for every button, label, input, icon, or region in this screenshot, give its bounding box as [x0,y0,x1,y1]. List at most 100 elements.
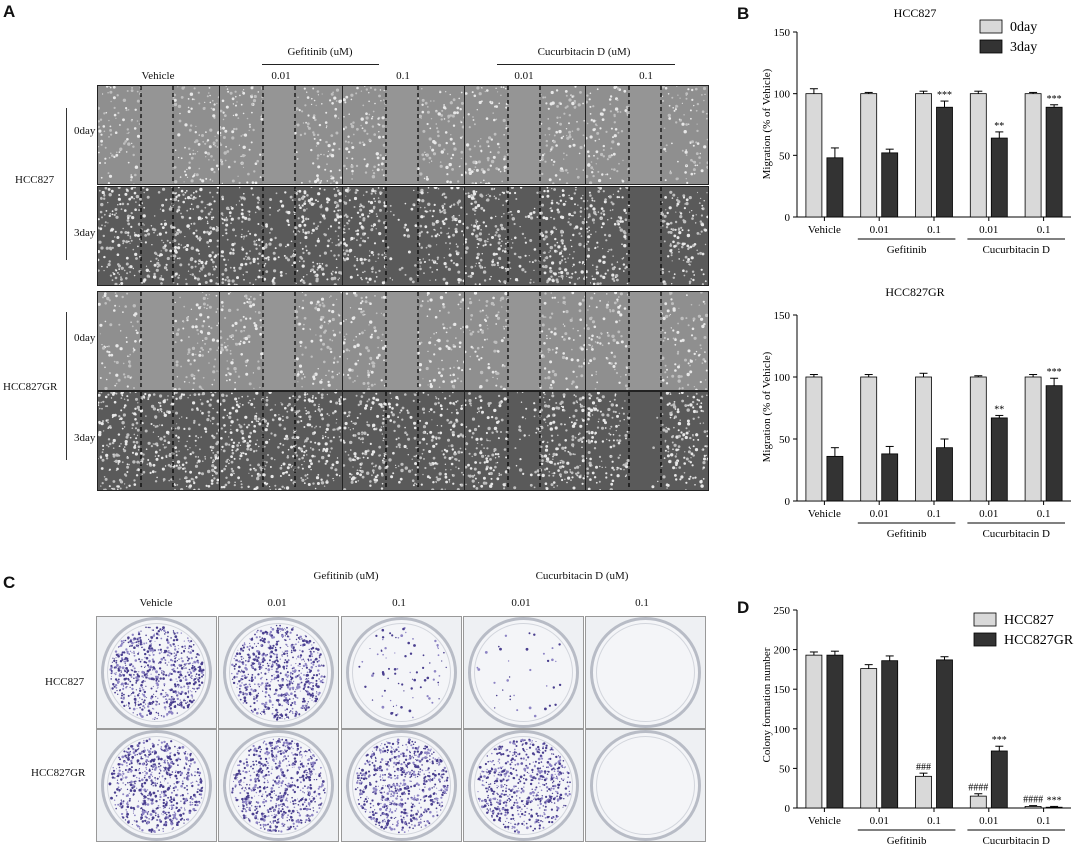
col-label-cuc-001-c: 0.01 [511,597,531,609]
x-tick-label: 0.1 [1037,815,1051,827]
row-label-3day-2: 3day [74,432,96,444]
bar [826,654,844,809]
dish-rim [346,730,457,841]
wound-texture [465,292,587,390]
significance-label: ** [994,121,1004,132]
dish-rim [468,730,579,841]
wound-image [342,291,466,391]
cucurbitacin-group-label: Cucurbitacin D (uM) [537,46,631,58]
wound-texture [586,392,708,490]
wound-texture [220,292,342,390]
y-tick-label: 0 [785,496,791,508]
x-tick-label: 0.01 [979,508,998,520]
row-bracket-hcc827gr [66,312,67,460]
y-tick-label: 50 [779,150,791,162]
cucurbitacin-group-line [497,64,675,65]
x-tick-label: 0.01 [979,815,998,827]
gefitinib-group-line [262,64,379,65]
bar [936,106,953,218]
colony-dish-image [585,729,706,842]
wound-image [219,186,343,286]
y-tick-label: 50 [779,763,791,775]
colony-dish-image [96,616,217,729]
bar [860,376,878,502]
colony-dish-image [96,729,217,842]
bar [881,453,899,502]
dish-inner-rim [352,623,451,722]
col-label-cuc-01: 0.1 [639,70,653,82]
legend-label: 0day [1010,20,1037,35]
wound-image [342,85,466,185]
wound-texture [586,86,708,184]
group-label: Cucurbitacin D [982,528,1050,540]
y-tick-label: 0 [785,212,791,224]
y-tick-label: 50 [779,434,791,446]
dish-drawing [590,617,701,728]
dish-inner-rim [352,736,451,835]
group-label: Cucurbitacin D [982,835,1050,846]
y-tick-label: 100 [774,89,791,101]
wound-texture [465,392,587,490]
wound-image [464,391,588,491]
bar [881,660,899,809]
bar [969,376,987,502]
bar [805,376,823,502]
dish-drawing [468,617,579,728]
migration-chart-hcc827gr: HCC827GR Migration (% of Vehicle) 0 50 100… [761,285,1071,540]
dish-inner-rim [107,736,206,835]
colony-dish-image [463,729,584,842]
legend-swatch [979,39,1003,54]
wound-image [585,85,709,185]
col-label-cuc-001: 0.01 [514,70,534,82]
wound-image [585,391,709,491]
wound-texture [220,187,342,285]
significance-label: *** [937,90,952,101]
migration-chart-hcc827: HCC827 Migration (% of Vehicle) 0 50 100 15… [761,6,1071,256]
panel-letter-a: A [3,2,16,21]
wound-image [464,291,588,391]
dish-drawing [223,730,334,841]
wound-texture [343,187,465,285]
panel-letter-c: C [3,573,16,592]
wound-texture [465,86,587,184]
wound-texture [220,86,342,184]
y-axis-label: Colony formation number [761,647,773,762]
bar [1024,93,1042,218]
x-tick-label: Vehicle [808,224,841,236]
x-tick-label: 0.01 [979,224,998,236]
wound-image [464,186,588,286]
significance-label: *** [1047,795,1062,806]
colony-dish-image [341,729,462,842]
x-tick-label: 0.1 [1037,224,1051,236]
legend-swatch [973,632,997,647]
wound-texture [98,86,220,184]
dish-drawing [590,730,701,841]
y-tick-label: 150 [774,310,791,322]
wound-image [97,391,221,491]
dish-rim [590,730,701,841]
bar [936,659,953,809]
col-label-cuc-01-c: 0.1 [635,597,649,609]
x-tick-label: 0.01 [870,815,889,827]
y-tick-label: 250 [774,605,791,617]
wound-image [219,85,343,185]
legend-label: HCC827GR [1004,633,1074,648]
row-label-hcc827: HCC827 [15,174,55,186]
group-label: Cucurbitacin D [982,244,1050,256]
wound-image [464,85,588,185]
x-tick-label: 0.01 [870,224,889,236]
gefitinib-group-label: Gefitinib (uM) [287,46,353,58]
dish-drawing [468,730,579,841]
bar [826,157,844,218]
wound-image [585,186,709,286]
dish-inner-rim [229,736,328,835]
panel-letter-b: B [737,4,750,23]
gefitinib-group-label-c: Gefitinib (uM) [313,570,379,582]
x-tick-label: 0.1 [1037,508,1051,520]
x-tick-label: 0.1 [927,224,941,236]
wound-texture [98,292,220,390]
chart-title: HCC827 [894,6,937,20]
col-label-gef-001-c: 0.01 [267,597,287,609]
